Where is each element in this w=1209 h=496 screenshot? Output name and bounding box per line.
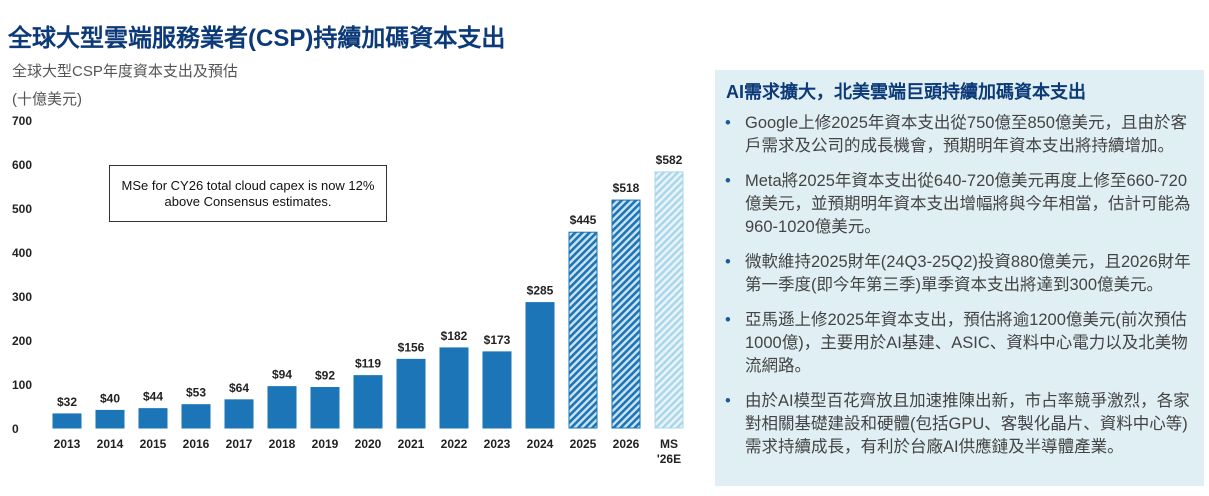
bullet-icon: • — [725, 311, 731, 329]
y-tick-label: 300 — [12, 290, 32, 304]
bullet-icon: • — [725, 114, 731, 132]
bar-2022 — [439, 347, 469, 429]
bullet-list: • Google上修2025年資本支出從750億至850億美元，且由於客戶需求及公… — [715, 112, 1204, 459]
x-tick-label: 2022 — [441, 437, 468, 451]
x-tick-label: 2021 — [398, 437, 425, 451]
data-label: $156 — [398, 340, 425, 354]
x-tick-label: 2017 — [226, 437, 253, 451]
data-label: $518 — [613, 181, 640, 195]
data-label: $32 — [57, 395, 77, 409]
capex-bar-chart: 0 100 200 300 400 500 600 700 $32 $40 $44 $53 $64 $94… — [12, 114, 684, 466]
x-tick-label: 2015 — [140, 437, 167, 451]
bar-2026 — [611, 199, 641, 429]
bullet-icon: • — [725, 253, 731, 271]
x-tick-label: 2023 — [484, 437, 511, 451]
data-label: $582 — [656, 153, 683, 167]
bar-2015 — [138, 408, 168, 429]
bar-2013 — [52, 413, 82, 429]
chart-annotation: MSe for CY26 total cloud capex is now 12… — [109, 165, 387, 222]
x-tick-label: 2025 — [570, 437, 597, 451]
bullet-icon: • — [725, 392, 731, 410]
bar-MS-26E — [654, 171, 684, 429]
y-axis-unit: (十億美元) — [12, 91, 82, 108]
x-tick-label: 2024 — [527, 437, 554, 451]
data-label: $445 — [570, 213, 597, 227]
bullet-item: • 微軟維持2025財年(24Q3-25Q2)投資880億美元，且2026財年第一… — [725, 253, 1191, 294]
y-tick-label: 400 — [12, 246, 32, 260]
y-tick-label: 100 — [12, 378, 32, 392]
data-label: $44 — [143, 390, 163, 404]
summary-panel: AI需求擴大，北美雲端巨頭持續加碼資本支出 • Google上修2025年資本支出… — [715, 70, 1204, 486]
panel-heading: AI需求擴大，北美雲端巨頭持續加碼資本支出 — [726, 82, 1086, 102]
chart-title: 全球大型CSP年度資本支出及預估 — [12, 63, 238, 80]
bullet-item: • Meta將2025年資本支出從640-720億美元再度上修至660-720億美… — [725, 172, 1191, 236]
bar-2017 — [224, 399, 254, 429]
data-label: $64 — [229, 381, 249, 395]
bar-2019 — [310, 387, 340, 429]
bullet-item: • Google上修2025年資本支出從750億至850億美元，且由於客戶需求及公… — [725, 114, 1187, 155]
bullet-item: • 亞馬遜上修2025年資本支出，預估將逾1200億美元(前次預估1000億)，主… — [725, 311, 1188, 375]
bar-2014 — [95, 409, 125, 429]
data-label: $94 — [272, 368, 292, 382]
bullet-item: • 由於AI模型百花齊放且加速推陳出新，市占率競爭激烈，各家對相關基礎建設和硬體(… — [725, 392, 1190, 456]
data-label: $92 — [315, 369, 335, 383]
data-label: $119 — [355, 357, 381, 371]
x-tick-label: 2026 — [613, 437, 640, 451]
data-label: $173 — [484, 333, 511, 347]
x-tick-label: 2019 — [312, 437, 339, 451]
x-tick-label: 2013 — [54, 437, 81, 451]
bar-2021 — [396, 358, 426, 429]
y-tick-label: 0 — [12, 422, 19, 436]
bar-2024 — [525, 302, 555, 429]
data-label: $285 — [527, 284, 554, 298]
x-tick-label: 2020 — [355, 437, 382, 451]
x-tick-label: '26E — [657, 452, 681, 466]
data-label: $40 — [100, 391, 120, 405]
bar-2020 — [353, 375, 383, 429]
page-title: 全球大型雲端服務業者(CSP)持續加碼資本支出 — [8, 25, 506, 52]
x-tick-label: 2016 — [183, 437, 210, 451]
bar-2023 — [482, 351, 512, 429]
y-tick-label: 500 — [12, 202, 32, 216]
bar-2018 — [267, 386, 297, 429]
bar-2016 — [181, 404, 211, 429]
x-tick-label: 2018 — [269, 437, 296, 451]
y-tick-label: 600 — [12, 158, 32, 172]
y-tick-label: 700 — [12, 114, 32, 128]
bullet-icon: • — [725, 172, 731, 190]
x-tick-label: 2014 — [97, 437, 124, 451]
y-tick-label: 200 — [12, 334, 32, 348]
data-label: $182 — [441, 329, 468, 343]
x-tick-label: MS — [660, 437, 678, 451]
bar-2025 — [568, 231, 598, 429]
data-label: $53 — [186, 386, 206, 400]
